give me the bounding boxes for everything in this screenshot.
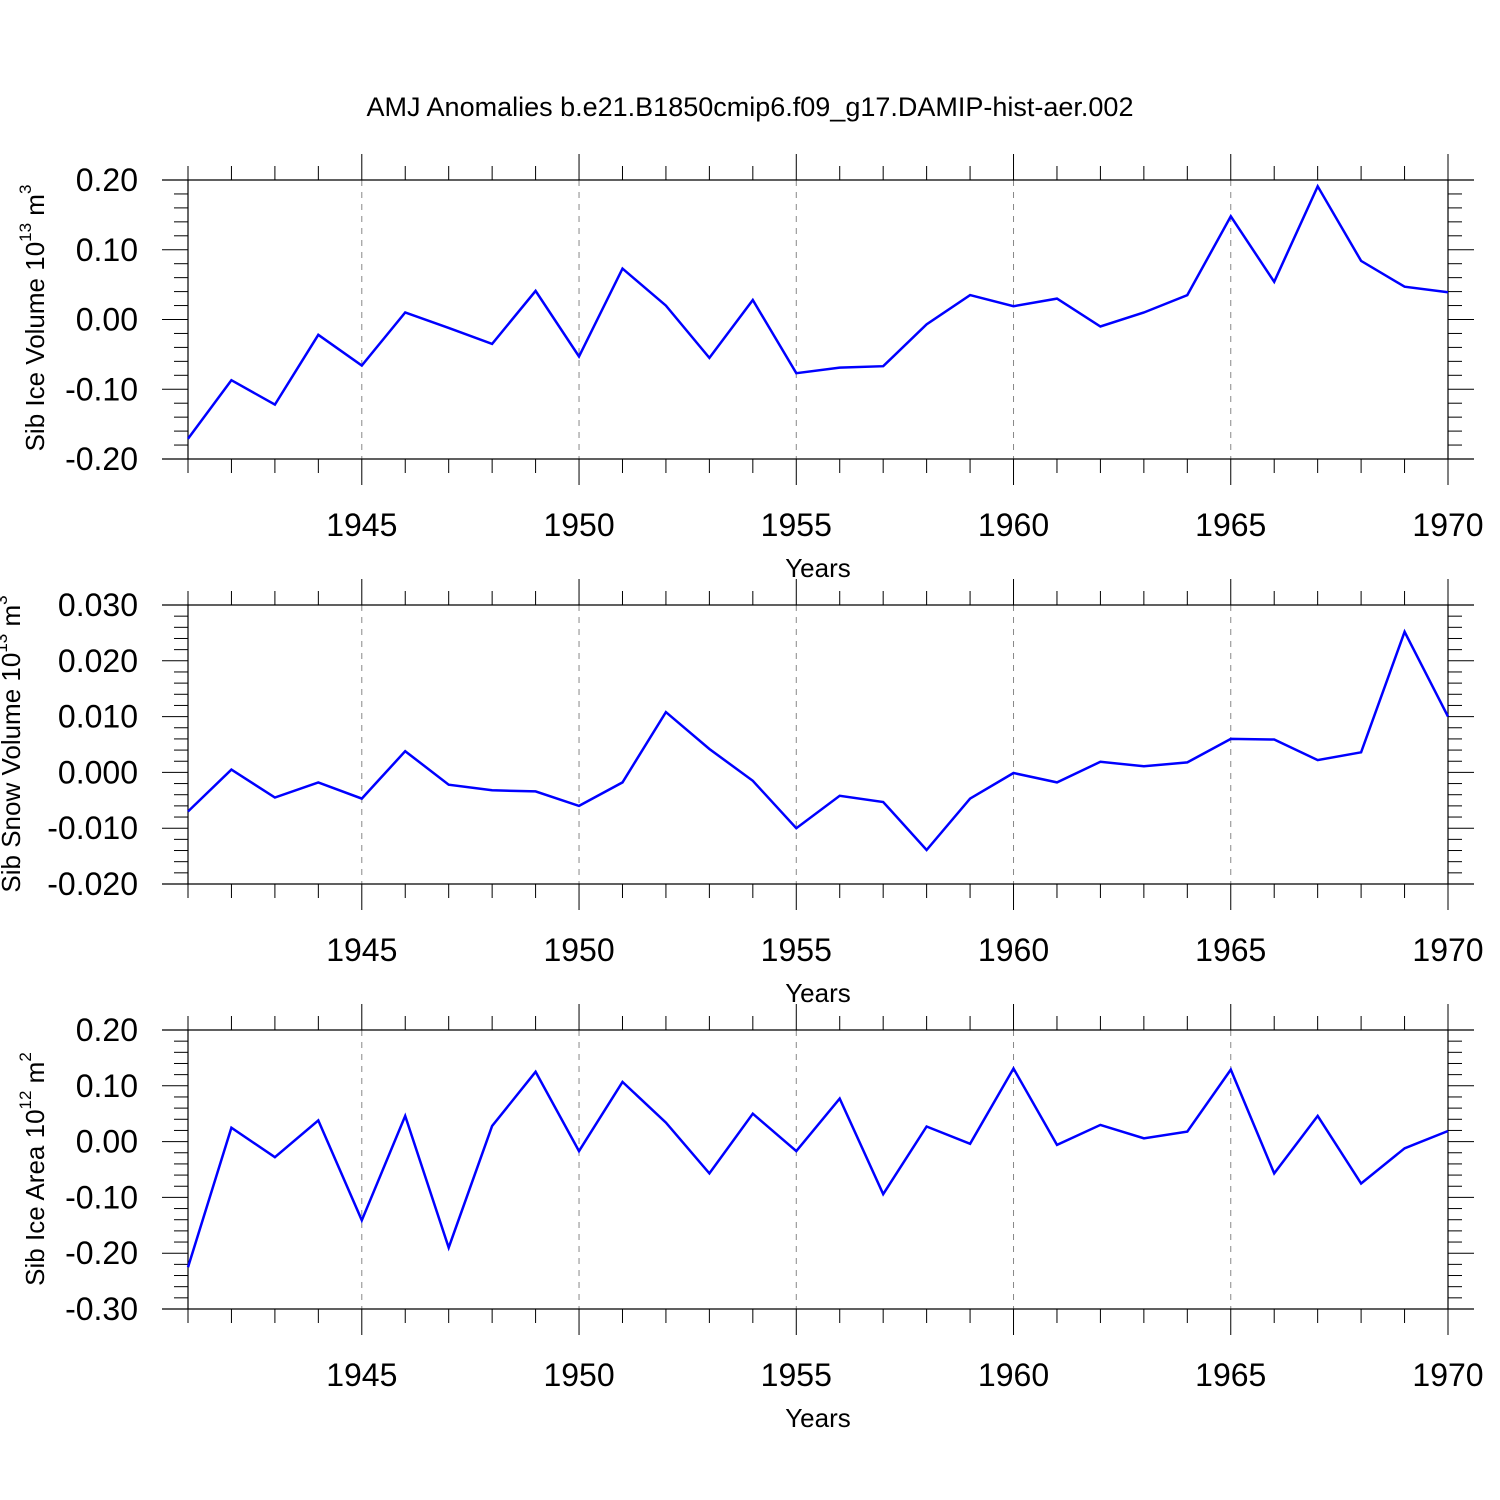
ytick-label: 0.030	[58, 587, 138, 623]
xtick-label: 1950	[543, 932, 614, 968]
xtick-label: 1960	[978, 1357, 1049, 1393]
series-line	[187, 628, 1450, 852]
xtick-label: 1970	[1412, 1357, 1483, 1393]
ytick-label: 0.020	[58, 643, 138, 679]
ytick-label: -0.20	[65, 1235, 138, 1271]
ytick-label: -0.020	[47, 866, 138, 902]
xtick-label: 1950	[543, 507, 614, 543]
ytick-label: 0.010	[58, 699, 138, 735]
xtick-label: 1955	[761, 507, 832, 543]
ytick-label: 0.000	[58, 754, 138, 790]
panel-1-ylabel: Sib Ice Volume 1013 m3	[16, 185, 50, 452]
chart-title: AMJ Anomalies b.e21.B1850cmip6.f09_g17.D…	[367, 92, 1134, 122]
panel-2-ylabel: Sib Snow Volume 1013 m3	[0, 595, 26, 892]
plot-area-1: -0.20 -0.10 0.00 0.10 0.20 1945 1950 1955 1960 19…	[65, 154, 1484, 543]
ytick-label: 0.00	[76, 302, 138, 338]
ytick-label: 0.10	[76, 1068, 138, 1104]
panel-sib-ice-area: Sib Ice Area 1012 m2 Years	[16, 1052, 851, 1433]
xtick-label: 1965	[1195, 1357, 1266, 1393]
ytick-label: 0.20	[76, 1012, 138, 1048]
plot-area-2: -0.020 -0.010 0.000 0.010 0.020 0.030 1945 1950…	[47, 579, 1484, 968]
xtick-label: 1945	[326, 507, 397, 543]
xtick-label: 1970	[1412, 932, 1483, 968]
ytick-label: -0.20	[65, 441, 138, 477]
xtick-label: 1970	[1412, 507, 1483, 543]
ytick-label: 0.10	[76, 232, 138, 268]
series-line	[186, 183, 1449, 440]
ytick-label: 0.20	[76, 162, 138, 198]
xtick-label: 1955	[761, 932, 832, 968]
plot-area-3: -0.30 -0.20 -0.10 0.00 0.10 0.20 1945 1950 1955 1…	[65, 1004, 1484, 1393]
xtick-label: 1945	[326, 932, 397, 968]
ytick-label: -0.010	[47, 810, 138, 846]
ytick-label: -0.30	[65, 1291, 138, 1327]
panel-3-ylabel: Sib Ice Area 1012 m2	[16, 1052, 50, 1286]
xtick-label: 1960	[978, 932, 1049, 968]
xtick-label: 1965	[1195, 932, 1266, 968]
ytick-label: -0.10	[65, 371, 138, 407]
panel-2-xlabel: Years	[785, 978, 851, 1008]
series-line	[186, 1065, 1449, 1268]
ytick-label: -0.10	[65, 1179, 138, 1215]
panel-sib-snow-volume: Sib Snow Volume 1013 m3 Years	[0, 595, 851, 1008]
xtick-label: 1960	[978, 507, 1049, 543]
xtick-label: 1955	[761, 1357, 832, 1393]
panel-1-xlabel: Years	[785, 553, 851, 583]
panel-sib-ice-volume: Sib Ice Volume 1013 m3 Years	[16, 185, 851, 583]
xtick-label: 1945	[326, 1357, 397, 1393]
xtick-label: 1950	[543, 1357, 614, 1393]
xtick-label: 1965	[1195, 507, 1266, 543]
ytick-label: 0.00	[76, 1124, 138, 1160]
panel-3-xlabel: Years	[785, 1403, 851, 1433]
